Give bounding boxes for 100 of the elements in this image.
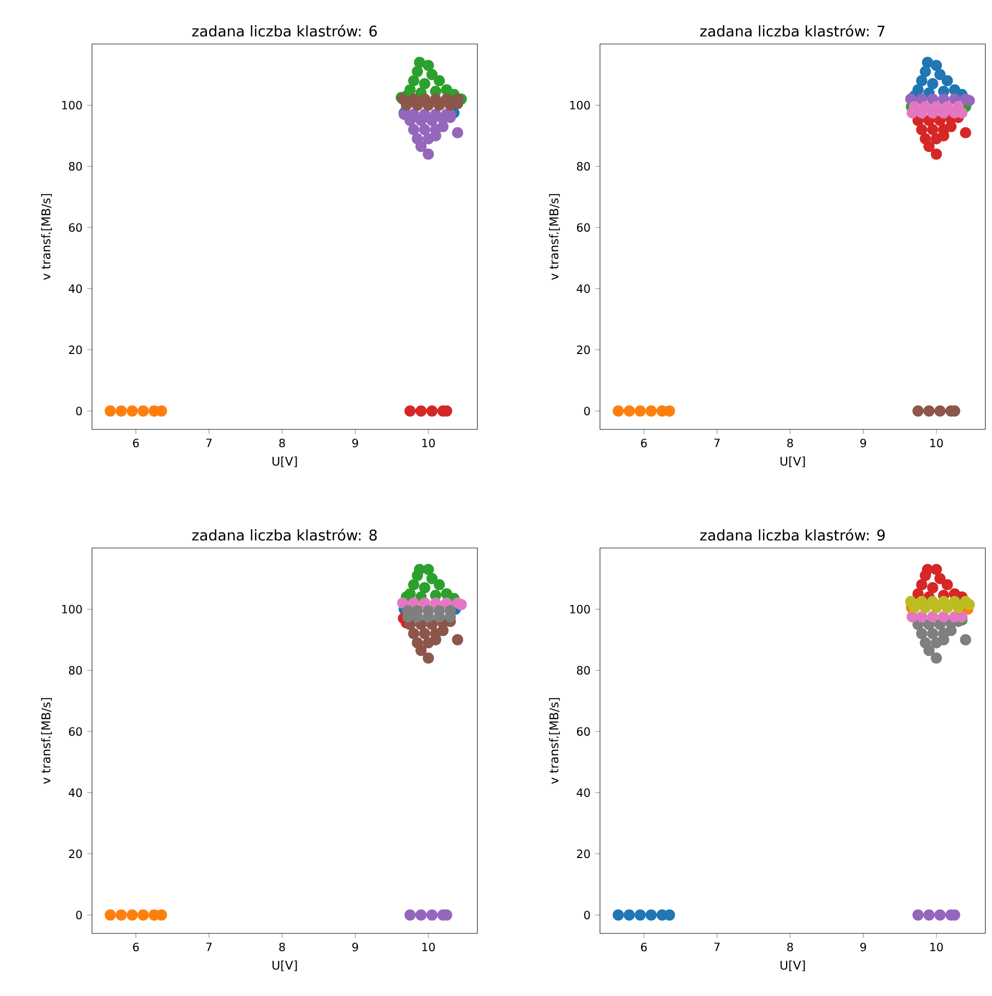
point [934, 909, 946, 921]
point [938, 107, 950, 118]
point [426, 405, 438, 417]
y-tick-label: 40 [576, 284, 590, 293]
y-tick-label: 40 [576, 788, 590, 797]
point [404, 405, 416, 417]
point [419, 78, 430, 90]
y-tick-label: 80 [576, 162, 590, 171]
y-axis-title: v transf.[MB/s] [549, 698, 560, 784]
y-tick-label: 20 [69, 850, 82, 858]
point [408, 75, 420, 86]
y-tick-label: 0 [584, 406, 590, 416]
point [452, 127, 464, 138]
point [434, 100, 445, 111]
point [916, 611, 928, 622]
x-tick-label: 7 [714, 942, 720, 951]
point [415, 405, 427, 417]
point [927, 78, 938, 90]
y-tick-label: 100 [62, 100, 82, 110]
point [419, 628, 430, 640]
y-tick-label: 0 [76, 910, 82, 920]
y-tick-label: 80 [68, 666, 82, 675]
point [934, 68, 946, 80]
point [419, 124, 430, 136]
x-tick-label: 10 [422, 438, 435, 448]
point [912, 405, 924, 417]
x-tick-label: 9 [352, 942, 358, 952]
x-tick-label: 9 [352, 438, 358, 448]
point [422, 148, 434, 160]
point [920, 602, 931, 614]
chart-title: zadana liczba klastrów: 8 [192, 528, 377, 541]
point [927, 611, 938, 622]
point [434, 579, 445, 590]
chart-title: zadana liczba klastrów: 6 [192, 24, 377, 37]
point [934, 572, 946, 584]
point [634, 405, 646, 417]
x-tick-label: 10 [930, 438, 943, 448]
point [422, 100, 434, 111]
y-tick-label: 0 [584, 910, 590, 920]
point [452, 634, 464, 646]
point [116, 909, 127, 921]
point [927, 628, 938, 640]
point [938, 611, 950, 622]
y-tick-label: 20 [577, 850, 590, 858]
x-tick-label: 7 [714, 438, 720, 447]
x-tick-label: 8 [279, 942, 285, 952]
x-axis-title: U[V] [780, 456, 805, 468]
point [930, 148, 942, 160]
point [923, 405, 935, 417]
point [404, 909, 416, 921]
point [634, 909, 646, 921]
point [923, 909, 935, 921]
x-tick-label: 8 [787, 438, 793, 448]
point [408, 124, 420, 136]
x-tick-label: 8 [787, 942, 793, 952]
y-tick-label: 80 [576, 666, 590, 675]
y-tick-label: 60 [68, 223, 82, 232]
point [612, 405, 624, 417]
x-axis-title: U[V] [272, 456, 297, 468]
y-tick-label: 60 [68, 727, 82, 736]
y-tick-label: 20 [69, 346, 82, 354]
point [426, 68, 438, 80]
point [624, 405, 635, 417]
point [646, 909, 657, 921]
point [930, 602, 942, 614]
x-tick-label: 6 [641, 942, 647, 952]
point [916, 579, 928, 590]
chart-title: zadana liczba klastrów: 7 [700, 24, 884, 37]
point [930, 652, 942, 664]
point [916, 628, 928, 640]
point [923, 644, 935, 656]
x-tick-label: 6 [133, 438, 139, 448]
point [916, 107, 928, 118]
y-tick-label: 60 [576, 223, 590, 232]
point [920, 570, 931, 582]
point [646, 405, 657, 417]
point [422, 60, 434, 72]
x-tick-label: 10 [422, 942, 435, 952]
point [104, 405, 116, 417]
point [434, 75, 445, 86]
point [964, 598, 975, 610]
y-axis-title: v transf.[MB/s] [41, 194, 52, 280]
x-axis-title: U[V] [272, 960, 297, 972]
point [960, 127, 972, 138]
point [415, 140, 427, 152]
y-tick-label: 80 [68, 162, 82, 171]
point [426, 909, 438, 921]
point [912, 909, 924, 921]
point [923, 140, 935, 152]
y-tick-label: 40 [68, 788, 82, 797]
point [930, 60, 942, 72]
point [916, 75, 928, 86]
point [612, 909, 624, 921]
x-axis-title: U[V] [780, 960, 805, 972]
point [908, 602, 920, 614]
point [916, 124, 928, 136]
point [964, 94, 975, 106]
point [624, 909, 635, 921]
point [104, 909, 116, 921]
point [927, 582, 938, 594]
